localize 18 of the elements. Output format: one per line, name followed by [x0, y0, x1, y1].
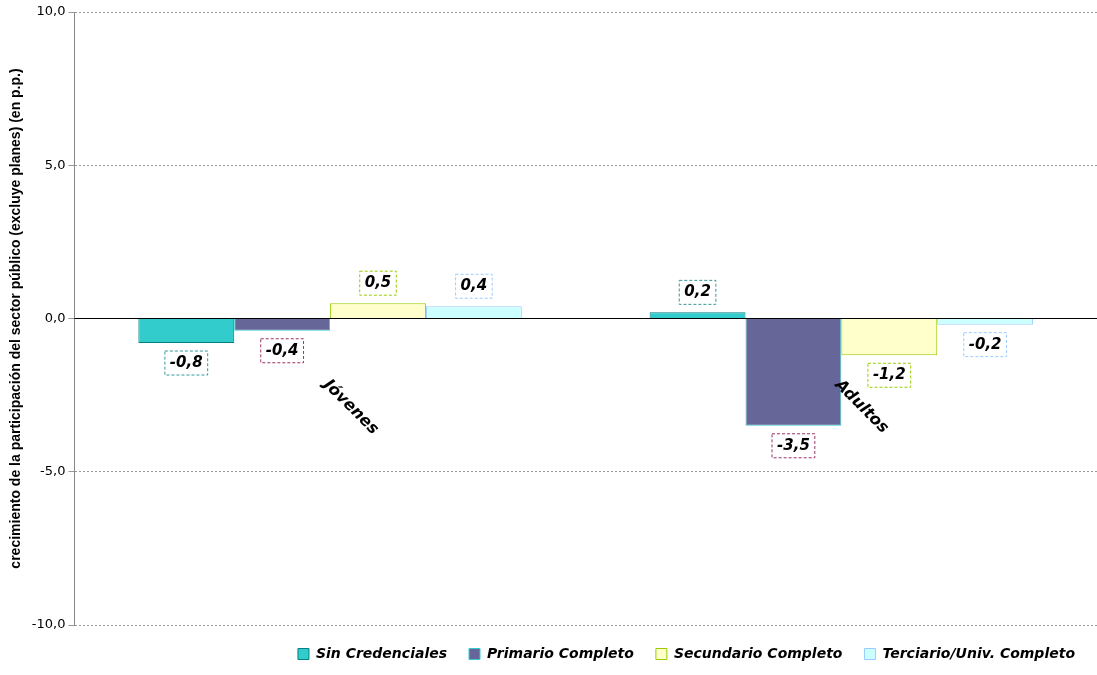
data-label: 0,5: [364, 273, 392, 292]
data-label: -1,2: [872, 365, 906, 384]
data-label: -0,4: [265, 340, 299, 359]
data-label: -0,8: [169, 352, 203, 371]
legend-label: Secundario Completo: [673, 644, 843, 661]
legend-label: Terciario/Univ. Completo: [882, 644, 1076, 661]
y-tick-label: 5,0: [44, 156, 66, 172]
legend-label: Primario Completo: [487, 644, 635, 661]
y-axis-title: crecimiento de la participación del sector público (excluye planes) (en p.p.): [7, 68, 24, 569]
data-label: -3,5: [777, 435, 810, 454]
legend-label: Sin Credenciales: [315, 644, 448, 661]
data-label: -0,2: [968, 334, 1002, 353]
data-label: 0,2: [684, 282, 711, 301]
y-tick-label: -5,0: [40, 463, 66, 479]
data-label: 0,4: [460, 276, 488, 295]
y-tick-label: -10,0: [31, 616, 66, 632]
y-tick-label: 0,0: [44, 309, 66, 325]
y-tick-label: 10,0: [36, 3, 66, 19]
